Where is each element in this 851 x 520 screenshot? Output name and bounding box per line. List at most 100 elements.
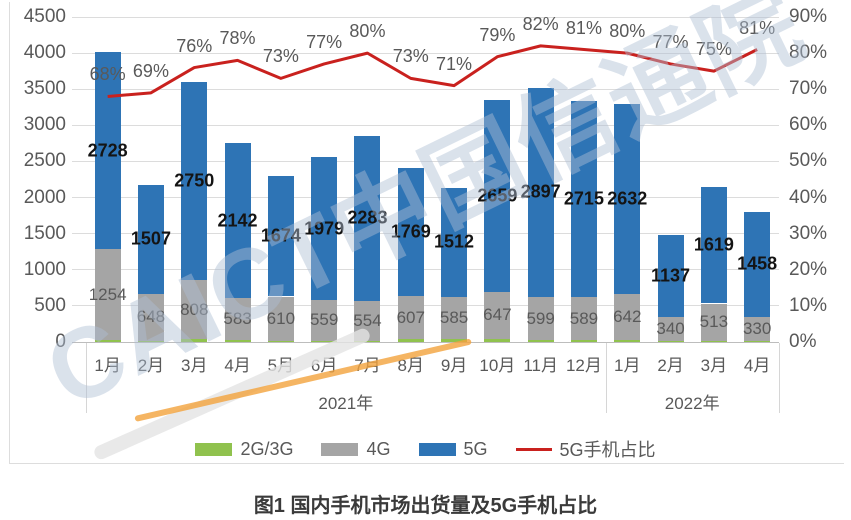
bar-label-4g: 585 bbox=[439, 307, 469, 327]
bar-segment-5g bbox=[311, 157, 338, 301]
legend-swatch-2g3g bbox=[195, 442, 233, 456]
bar-label-4g: 599 bbox=[526, 308, 555, 328]
bar-label-5g: 1674 bbox=[260, 225, 301, 246]
x-axis-month-label: 4月 bbox=[224, 356, 251, 375]
bar-segment-2g3g bbox=[657, 341, 684, 342]
line-data-label: 81% bbox=[739, 17, 776, 38]
x-axis-month-label: 6月 bbox=[310, 356, 338, 375]
bar-label-4g: 1254 bbox=[88, 284, 127, 304]
gridline bbox=[72, 125, 779, 126]
x-axis-month-label: 7月 bbox=[354, 356, 381, 375]
y-axis-tick-label: 4000 bbox=[23, 42, 66, 64]
y-axis-tick-label: 4500 bbox=[23, 6, 66, 27]
legend-label: 2G/3G bbox=[240, 438, 294, 459]
line-data-label: 68% bbox=[89, 64, 126, 85]
bar-segment-4g bbox=[614, 293, 641, 341]
line-data-label: 79% bbox=[479, 24, 516, 45]
right-axis-tick-label: 80% bbox=[789, 42, 828, 64]
bar-label-4g: 559 bbox=[309, 310, 339, 330]
bar-label-5g: 2283 bbox=[347, 207, 388, 228]
legend-item: 2G/3G bbox=[195, 439, 293, 460]
right-axis-tick-label: 10% bbox=[789, 294, 828, 316]
right-axis-tick-label: 70% bbox=[789, 78, 828, 100]
bar-segment-5g bbox=[744, 211, 771, 318]
bar-segment-4g bbox=[657, 316, 684, 342]
bar-segment-5g bbox=[657, 234, 684, 317]
bar-label-5g: 1769 bbox=[390, 221, 431, 242]
gridline bbox=[72, 269, 779, 270]
y-axis-tick-label: 2500 bbox=[23, 150, 66, 172]
axis-group-divider bbox=[86, 343, 87, 413]
right-axis-tick-label: 40% bbox=[789, 186, 828, 208]
bar-label-5g: 2728 bbox=[87, 140, 128, 161]
bar-segment-5g bbox=[181, 81, 208, 281]
legend-label: 5G bbox=[463, 438, 488, 459]
legend-label: 4G bbox=[366, 438, 391, 459]
axis-group-divider bbox=[605, 343, 607, 413]
right-axis-tick-label: 0% bbox=[789, 331, 817, 352]
gridline bbox=[72, 305, 779, 306]
bar-label-5g: 2897 bbox=[520, 181, 561, 202]
bar-segment-2g3g bbox=[744, 340, 771, 342]
gridline bbox=[72, 17, 779, 18]
right-axis-tick-label: 30% bbox=[789, 222, 828, 244]
y-axis-tick-label: 3500 bbox=[23, 78, 66, 100]
bar-label-4g: 583 bbox=[223, 309, 252, 329]
bar-label-5g: 1512 bbox=[434, 231, 475, 252]
right-axis-tick-label: 20% bbox=[789, 258, 828, 280]
x-axis-month-label: 3月 bbox=[181, 356, 208, 375]
legend-swatch-4g bbox=[321, 442, 359, 456]
legend-item: 5G bbox=[418, 438, 488, 460]
bar-segment-2g3g bbox=[700, 340, 727, 342]
bar-segment-2g3g bbox=[614, 340, 641, 342]
bar-segment-2g3g bbox=[94, 339, 121, 342]
line-data-label: 80% bbox=[349, 21, 386, 42]
line-data-label: 73% bbox=[262, 46, 299, 67]
bar-segment-5g bbox=[484, 99, 511, 292]
bar-label-4g: 513 bbox=[699, 312, 729, 332]
bar-segment-5g bbox=[527, 87, 554, 297]
line-data-label: 81% bbox=[565, 17, 602, 38]
y-axis-tick-label: 1500 bbox=[23, 222, 66, 244]
bar-segment-4g bbox=[484, 292, 511, 339]
x-axis-month-label: 1月 bbox=[94, 356, 121, 375]
bar-segment-4g bbox=[94, 249, 121, 340]
right-axis-tick-label: 50% bbox=[789, 150, 828, 172]
bar-segment-2g3g bbox=[311, 340, 338, 342]
line-data-label: 73% bbox=[392, 46, 429, 67]
x-axis-month-label: 9月 bbox=[440, 356, 468, 375]
legend-swatch-5g bbox=[418, 442, 456, 456]
y-axis-tick-label: 3000 bbox=[23, 114, 66, 136]
bar-label-5g: 2632 bbox=[607, 188, 648, 209]
gridline bbox=[72, 161, 779, 162]
line-data-label: 77% bbox=[306, 31, 343, 52]
line-data-label: 77% bbox=[652, 31, 689, 52]
line-data-label: 80% bbox=[609, 21, 646, 42]
bar-label-5g: 1507 bbox=[130, 228, 171, 249]
line-data-label: 71% bbox=[436, 53, 473, 74]
x-axis-month-label: 10月 bbox=[479, 356, 516, 375]
x-axis-month-label: 2月 bbox=[137, 356, 165, 375]
figure-bottom-border bbox=[9, 463, 844, 464]
bar-segment-5g bbox=[354, 135, 381, 301]
bar-label-5g: 1979 bbox=[304, 218, 345, 239]
bar-segment-2g3g bbox=[441, 339, 468, 342]
bar-segment-2g3g bbox=[397, 339, 424, 342]
x-axis-month-label: 3月 bbox=[700, 356, 728, 375]
y-axis-tick-label: 2000 bbox=[23, 186, 66, 208]
bar-segment-2g3g bbox=[224, 340, 251, 342]
x-axis-month-label: 4月 bbox=[743, 356, 771, 375]
bar-label-4g: 642 bbox=[613, 307, 642, 326]
bar-segment-5g bbox=[397, 167, 424, 296]
bar-segment-2g3g bbox=[181, 338, 208, 342]
line-data-label: 75% bbox=[695, 39, 732, 60]
bar-segment-2g3g bbox=[354, 340, 381, 342]
line-data-label: 69% bbox=[132, 60, 169, 81]
line-data-label: 76% bbox=[176, 35, 213, 56]
bar-label-4g: 808 bbox=[180, 299, 209, 319]
right-axis-tick-label: 90% bbox=[789, 6, 828, 27]
bar-segment-2g3g bbox=[484, 338, 511, 342]
line-data-label: 82% bbox=[522, 13, 559, 34]
bar-segment-4g bbox=[744, 317, 771, 341]
